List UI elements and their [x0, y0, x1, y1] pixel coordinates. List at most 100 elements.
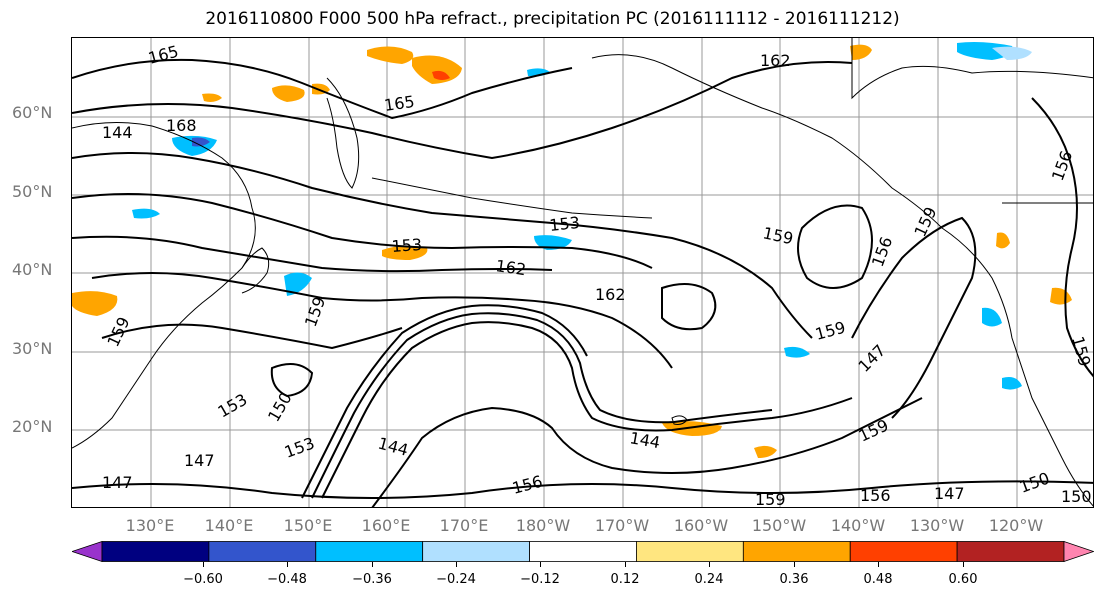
contour-label: 159 [1068, 334, 1094, 368]
lat-label-60n: 60°N [12, 103, 53, 122]
contour-label: 153 [282, 433, 317, 461]
coastline-alaska [591, 54, 943, 229]
colorbar-tick-label: 0.12 [610, 572, 640, 587]
precip-patch-negative [982, 307, 1002, 327]
colorbar-segment [315, 541, 424, 562]
colorbar-extend-high [1063, 540, 1095, 563]
chart-title: 2016110800 F000 500 hPa refract., precip… [205, 9, 900, 29]
colorbar-segment [101, 541, 210, 562]
lon-label-140w: 140°W [830, 516, 886, 535]
contour-label: 159 [761, 223, 795, 248]
colorbar-tickmark [963, 562, 964, 567]
precip-patch-positive [432, 70, 450, 80]
precip-patch-positive [412, 55, 462, 84]
precip-patch-positive [272, 85, 305, 102]
contour-closed-pacific [661, 283, 717, 331]
colorbar-tickmark [372, 562, 373, 567]
lat-label-20n: 20°N [12, 417, 53, 436]
colorbar-segment [742, 541, 851, 562]
precip-patch-negative [132, 208, 160, 219]
contour-label: 156 [510, 472, 544, 498]
precip-patch-negative [1002, 377, 1022, 390]
precip-patch-positive [1050, 287, 1072, 305]
precip-patch-positive [202, 93, 222, 102]
contour-label: 153 [548, 213, 580, 235]
contour-144 [371, 397, 923, 507]
precip-patch-positive [72, 291, 118, 316]
precip-patch-positive [662, 421, 722, 436]
colorbar-segment [636, 541, 744, 562]
coastlines [72, 38, 1093, 507]
precip-patch-positive [850, 44, 872, 60]
contour-label: 147 [102, 473, 133, 492]
lon-label-140e: 140°E [204, 516, 254, 535]
contour-label: 147 [854, 341, 889, 376]
colorbar-tickmark [625, 562, 626, 567]
colorbar-segment [422, 541, 530, 562]
colorbar-tickmark [709, 562, 710, 567]
precip-patch-positive [382, 245, 428, 260]
coastline-kamchatka [326, 77, 360, 189]
colorbar-tickmark [287, 562, 288, 567]
contour-162 [72, 61, 853, 160]
lat-label-40n: 40°N [12, 260, 53, 279]
precip-patches [72, 42, 1072, 458]
refractivity-contours [72, 58, 1093, 507]
lon-label-170w: 170°W [594, 516, 650, 535]
colorbar-tickmark [203, 562, 204, 567]
contour-label: 156 [1048, 148, 1076, 183]
contour-147 [101, 323, 403, 350]
contour-label: 150 [1017, 468, 1052, 496]
colorbar-segments [70, 540, 1095, 563]
contour-label: 153 [391, 235, 423, 256]
colorbar-extend-low [70, 540, 103, 563]
coastline-aleutians [371, 177, 653, 219]
map-svg: 165 162 165 168 156 153 159 153 162 162 … [72, 38, 1094, 507]
contour-label: 162 [760, 51, 791, 70]
contour-jet-outer [311, 312, 773, 499]
colorbar-tick-label: −0.48 [267, 572, 307, 587]
contour-label: 144 [102, 123, 133, 142]
precip-patch-positive [996, 232, 1010, 249]
lon-label-180w: 180°W [515, 516, 571, 535]
colorbar-tick-label: 0.48 [863, 572, 893, 587]
colorbar-tick-label: 0.24 [694, 572, 724, 587]
colorbar-tick-label: 0.60 [948, 572, 978, 587]
contour-label: 159 [103, 314, 133, 350]
contour-label: 162 [494, 256, 527, 279]
contour-east-trough [851, 216, 977, 419]
colorbar-segment [956, 541, 1065, 562]
contour-label-group: 165 162 165 168 156 153 159 153 162 162 … [102, 42, 1094, 507]
contour-south [72, 480, 1093, 499]
colorbar-svg [70, 540, 1095, 563]
precip-patch-negative [992, 46, 1032, 60]
contour-label: 168 [166, 116, 197, 135]
map-panel: 165 162 165 168 156 153 159 153 162 162 … [71, 37, 1094, 508]
contour-label: 150 [1061, 487, 1092, 506]
contour-label: 153 [215, 390, 251, 422]
colorbar-tick-label: 0.36 [779, 572, 809, 587]
contour-jet-band [301, 304, 588, 499]
colorbar-tickmark [540, 562, 541, 567]
colorbar-tickmark [794, 562, 795, 567]
contour-label: 147 [934, 484, 965, 503]
colorbar-segment [849, 541, 958, 562]
contour-156-east [1031, 97, 1093, 378]
colorbar-tick-label: −0.12 [520, 572, 560, 587]
contour-label: 144 [628, 428, 661, 452]
contour-150 [91, 272, 673, 369]
contour-label: 144 [376, 434, 410, 460]
contour-156 [72, 193, 653, 269]
contour-label: 156 [860, 486, 891, 505]
precip-patch-negative [192, 137, 210, 147]
contour-153 [72, 235, 553, 273]
precip-patch-negative [957, 42, 1013, 60]
lon-label-150e: 150°E [283, 516, 333, 535]
contour-label: 159 [813, 318, 847, 344]
contour-159 [72, 152, 813, 339]
contour-label: 159 [856, 415, 892, 445]
coastline-canada [851, 38, 1093, 100]
contour-label: 159 [301, 294, 329, 329]
contour-label: 162 [595, 285, 626, 304]
graticule [72, 38, 1093, 507]
